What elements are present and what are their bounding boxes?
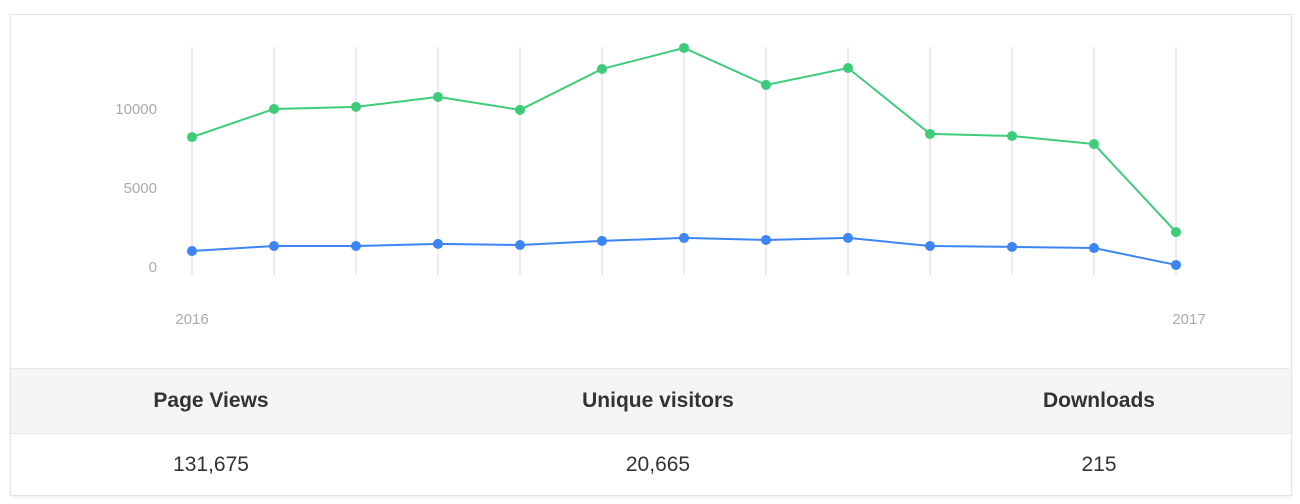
- data-point: [1171, 227, 1181, 238]
- data-point: [679, 42, 689, 53]
- data-point: [843, 232, 853, 243]
- stats-header: Downloads: [1042, 389, 1155, 412]
- x-tick-label: 2016: [175, 311, 208, 328]
- stats-value: 131,675: [173, 453, 249, 476]
- data-point: [351, 101, 361, 112]
- data-point: [1171, 259, 1181, 270]
- stats-header: Unique visitors: [582, 389, 734, 412]
- data-point: [269, 103, 279, 114]
- data-point: [1007, 130, 1017, 141]
- data-point: [843, 63, 853, 74]
- stats-value-row: 131,675 20,665 215: [11, 433, 1291, 497]
- data-point: [433, 91, 443, 102]
- stats-value: 20,665: [625, 453, 691, 476]
- data-point: [187, 132, 197, 143]
- y-tick-label: 10000: [115, 101, 157, 118]
- data-point: [925, 128, 935, 139]
- x-tick-label: 2017: [1172, 311, 1205, 328]
- stats-value: 215: [1081, 453, 1117, 476]
- stats-header: Page Views: [153, 389, 269, 412]
- data-point: [515, 104, 525, 115]
- data-point: [925, 240, 935, 251]
- data-point: [187, 246, 197, 257]
- data-point: [679, 232, 689, 243]
- data-point: [597, 235, 607, 246]
- data-point: [761, 79, 771, 90]
- chart: 0 5000 10000 2016 2017: [115, 42, 1206, 328]
- data-point: [597, 63, 607, 74]
- data-point: [761, 234, 771, 245]
- data-point: [351, 240, 361, 251]
- y-tick-label: 0: [149, 259, 157, 276]
- data-point: [515, 240, 525, 251]
- data-point: [433, 238, 443, 249]
- data-point: [269, 240, 279, 251]
- y-tick-label: 5000: [124, 180, 157, 197]
- data-point: [1089, 139, 1099, 150]
- stats-card: Page Views Unique visitors Downloads 131…: [10, 14, 1292, 496]
- data-point: [1089, 243, 1099, 254]
- data-point: [1007, 241, 1017, 252]
- stats-header-row: Page Views Unique visitors Downloads: [11, 368, 1291, 434]
